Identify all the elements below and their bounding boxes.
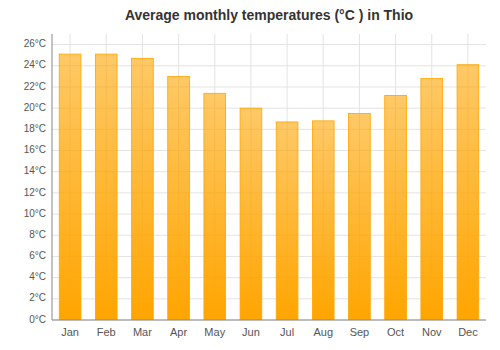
x-tick-label: Jul — [280, 326, 294, 338]
y-tick-label: 16°C — [24, 144, 46, 155]
bars — [59, 54, 479, 320]
page: {"chart_data": {"type": "bar", "title": … — [0, 0, 500, 350]
y-tick-label: 12°C — [24, 187, 46, 198]
x-tick-label: Sep — [350, 326, 370, 338]
bar — [276, 122, 298, 320]
bar — [349, 113, 371, 320]
x-tick-labels: Jan Feb Mar Apr May Jun Jul Aug Sep Oct Nov Dec — [61, 326, 478, 338]
y-tick-label: 18°C — [24, 123, 46, 134]
y-tick-labels: 0°C 2°C 4°C 6°C 8°C 10°C 12°C 14°C 16°C 18°C 20°C 2… — [24, 38, 46, 324]
bar — [457, 65, 479, 320]
bar — [385, 95, 407, 320]
bar — [168, 76, 190, 320]
x-tick-label: Nov — [422, 326, 442, 338]
x-tick-label: May — [204, 326, 225, 338]
x-axis-line — [52, 320, 486, 321]
y-tick-label: 26°C — [24, 38, 46, 49]
y-tick-label: 22°C — [24, 81, 46, 92]
y-tick-label: 10°C — [24, 208, 46, 219]
x-tick-label: Dec — [458, 326, 478, 338]
bar — [95, 54, 117, 320]
y-tick-label: 0°C — [29, 314, 46, 325]
y-tick-label: 4°C — [29, 271, 46, 282]
grid-line-y — [52, 320, 486, 321]
y-tick-label: 24°C — [24, 59, 46, 70]
y-tick-label: 20°C — [24, 102, 46, 113]
bar — [132, 58, 154, 320]
title: Average monthly temperatures (°C ) in Th… — [125, 7, 413, 23]
y-tick-label: 14°C — [24, 165, 46, 176]
x-tick-label: Mar — [133, 326, 152, 338]
y-tick-label: 2°C — [29, 292, 46, 303]
grid-line-y — [52, 44, 486, 45]
axes — [52, 34, 486, 320]
bar — [240, 108, 262, 320]
chart: 0°C 2°C 4°C 6°C 8°C 10°C 12°C 14°C 16°C 18°C 20°C 2… — [0, 0, 500, 350]
bar — [204, 93, 226, 320]
bar — [59, 54, 81, 320]
y-axis-line — [52, 34, 53, 320]
bar — [421, 78, 443, 320]
x-tick-label: Jan — [61, 326, 79, 338]
y-tick-label: 8°C — [29, 229, 46, 240]
grid — [52, 34, 486, 320]
x-tick-label: Apr — [170, 326, 187, 338]
x-tick-label: Aug — [313, 326, 333, 338]
x-tick-label: Feb — [97, 326, 116, 338]
bar — [312, 121, 334, 320]
x-tick-label: Jun — [242, 326, 260, 338]
x-tick-label: Oct — [387, 326, 404, 338]
y-tick-label: 6°C — [29, 250, 46, 261]
